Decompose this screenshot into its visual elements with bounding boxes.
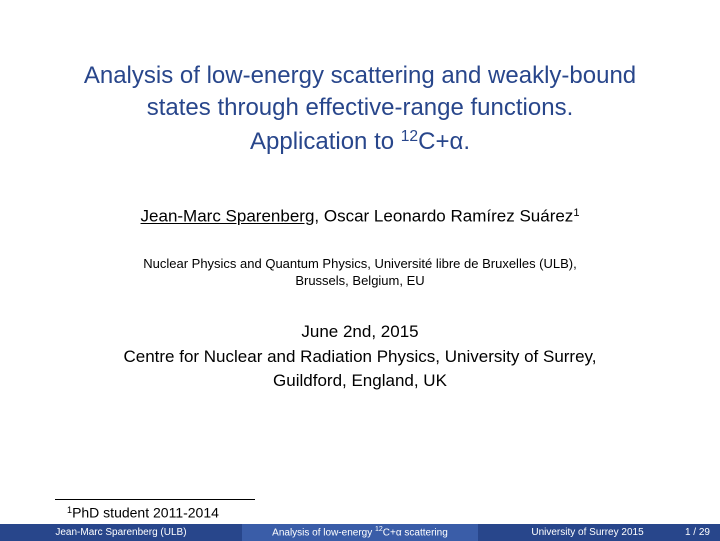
footnote-text: PhD student 2011-2014 [72, 505, 219, 521]
footer-author: Jean-Marc Sparenberg (ULB) [0, 524, 242, 541]
slide-container: Analysis of low-energy scattering and we… [0, 0, 720, 541]
footer-venue-text: University of Surrey 2015 [490, 527, 685, 538]
title-line-2: states through effective-range functions… [65, 92, 655, 124]
footer-page-number: 1 / 29 [685, 527, 710, 538]
footer-title-prefix: Analysis of low-energy [272, 528, 375, 539]
footer-title-sup: 12 [375, 526, 383, 533]
venue-line-3: Guildford, England, UK [75, 369, 645, 394]
venue-block: June 2nd, 2015 Centre for Nuclear and Ra… [55, 320, 665, 394]
author-footnote-ref: 1 [573, 207, 579, 219]
title-line-3: Application to 12C+α. [65, 125, 655, 158]
author-separator: , [314, 207, 323, 226]
footnote-marker: 1 [67, 505, 72, 515]
affiliation-block: Nuclear Physics and Quantum Physics, Uni… [55, 255, 665, 290]
footer-title-suffix: C+α scattering [383, 528, 448, 539]
title-superscript: 12 [401, 128, 418, 145]
author-secondary: Oscar Leonardo Ramírez Suárez [324, 207, 573, 226]
affiliation-line-1: Nuclear Physics and Quantum Physics, Uni… [105, 255, 615, 273]
affiliation-line-2: Brussels, Belgium, EU [105, 272, 615, 290]
slide-title: Analysis of low-energy scattering and we… [55, 60, 665, 158]
venue-date: June 2nd, 2015 [75, 320, 645, 345]
footer-title: Analysis of low-energy 12C+α scattering [242, 524, 478, 541]
footnote-rule [55, 499, 255, 500]
venue-line-2: Centre for Nuclear and Radiation Physics… [75, 345, 645, 370]
footer-title-text: Analysis of low-energy 12C+α scattering [272, 526, 448, 538]
title-line-3-suffix: C+α. [418, 128, 470, 155]
title-line-3-prefix: Application to [250, 128, 401, 155]
title-line-1: Analysis of low-energy scattering and we… [65, 60, 655, 92]
footnote: 1PhD student 2011-2014 [67, 504, 219, 521]
author-primary: Jean-Marc Sparenberg [141, 207, 315, 226]
footer-bar: Jean-Marc Sparenberg (ULB) Analysis of l… [0, 524, 720, 541]
footer-venue: University of Surrey 2015 1 / 29 [478, 524, 720, 541]
authors-block: Jean-Marc Sparenberg, Oscar Leonardo Ram… [55, 206, 665, 227]
footer-author-text: Jean-Marc Sparenberg (ULB) [55, 527, 186, 538]
